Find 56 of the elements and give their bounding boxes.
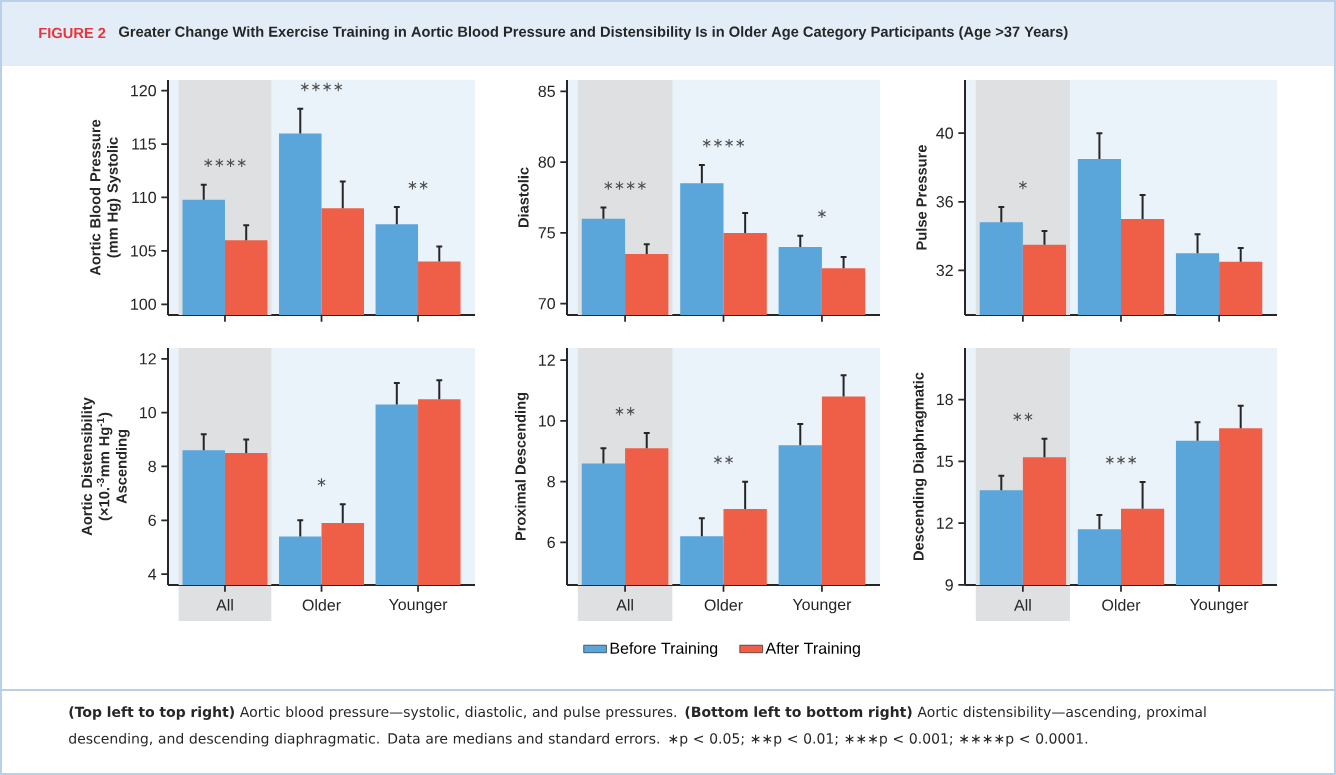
x-tick-label: Older bbox=[1102, 599, 1141, 611]
y-tick-label: 9 bbox=[945, 579, 953, 591]
y-tick-label: 75 bbox=[538, 227, 555, 239]
y-tick-label: 36 bbox=[936, 196, 953, 208]
x-tick-label: Younger bbox=[792, 599, 852, 614]
text: (Top left to top right) Aortic blood pressure—systolic, diastolic, and pulse pressures. (Bottom left to bottom right) Aortic distensibility—ascending, proximal descending, and descending diaphragmatic. Data are medians and standard errors. ∗p < 0.05; ∗∗p < 0.01; ∗∗∗p < 0.001; ∗∗∗∗p < 0.0001. bbox=[69, 706, 1206, 747]
y-tick-label: 105 bbox=[131, 245, 156, 257]
y-tick-label: 80 bbox=[538, 156, 556, 168]
y-tick-label: 100 bbox=[131, 298, 157, 310]
y-tick-label: 115 bbox=[132, 138, 156, 150]
annotation: ∗ bbox=[818, 209, 826, 219]
y-tick-label: 85 bbox=[538, 85, 555, 97]
caption: FIGURE 2 bbox=[39, 27, 106, 39]
y-tick-label: 110 bbox=[132, 191, 157, 204]
y-tick-label: 8 bbox=[547, 476, 555, 488]
annotation: ∗ bbox=[317, 478, 326, 487]
y-tick-label: 10 bbox=[140, 406, 157, 419]
y-axis-title: Pulse Pressure bbox=[915, 145, 927, 250]
legend-label: Before Training bbox=[610, 642, 718, 658]
annotation: ∗∗∗∗ bbox=[702, 138, 745, 148]
y-tick-label: 15 bbox=[937, 455, 953, 467]
annotation: ∗∗∗∗ bbox=[604, 181, 646, 190]
y-tick-label: 40 bbox=[936, 127, 954, 139]
y-tick-label: 8 bbox=[148, 460, 156, 473]
y-tick-label: 70 bbox=[538, 298, 556, 310]
annotation: ∗∗ bbox=[714, 455, 733, 465]
y-tick-label: 12 bbox=[937, 517, 953, 529]
y-tick-label: 6 bbox=[547, 536, 555, 549]
y-axis-title: Diastolic bbox=[517, 167, 529, 228]
x-tick-label: All bbox=[616, 599, 633, 611]
x-tick-label: All bbox=[216, 599, 233, 611]
x-tick-label: All bbox=[1014, 599, 1031, 611]
y-tick-label: 32 bbox=[936, 264, 953, 277]
annotation: ∗∗∗∗ bbox=[204, 158, 246, 168]
annotation: ∗∗ bbox=[615, 407, 635, 416]
y-tick-label: 4 bbox=[148, 568, 157, 580]
annotation: ∗∗ bbox=[408, 181, 428, 190]
x-tick-label: Older bbox=[302, 599, 341, 611]
legend-label: After Training bbox=[765, 642, 860, 658]
x-tick-label: Older bbox=[704, 599, 743, 611]
y-axis-title: Aortic Blood Pressure (mm Hg) Systolic bbox=[89, 119, 121, 276]
y-tick-label: 120 bbox=[131, 85, 157, 97]
y-tick-label: 12 bbox=[539, 354, 555, 366]
annotation: ∗∗∗ bbox=[1105, 455, 1137, 465]
annotation: ∗ bbox=[1019, 180, 1027, 190]
y-tick-label: 18 bbox=[937, 393, 953, 406]
annotation: ∗∗ bbox=[1013, 412, 1033, 422]
y-tick-label: 6 bbox=[148, 514, 156, 526]
y-tick-label: 10 bbox=[539, 415, 556, 427]
x-tick-label: Younger bbox=[388, 599, 448, 614]
text: Greater Change With Exercise Training in Aortic Blood Pressure and Distensibility Is in Older Age Category Participants (Age >37 Years) bbox=[119, 26, 1068, 40]
x-tick-label: Younger bbox=[1189, 599, 1249, 614]
y-axis-title: Proximal Descending bbox=[514, 392, 529, 541]
annotation: ∗∗∗∗ bbox=[300, 82, 343, 92]
y-axis-title: Descending Diaphragmatic bbox=[912, 372, 927, 561]
y-tick-label: 12 bbox=[140, 353, 156, 365]
